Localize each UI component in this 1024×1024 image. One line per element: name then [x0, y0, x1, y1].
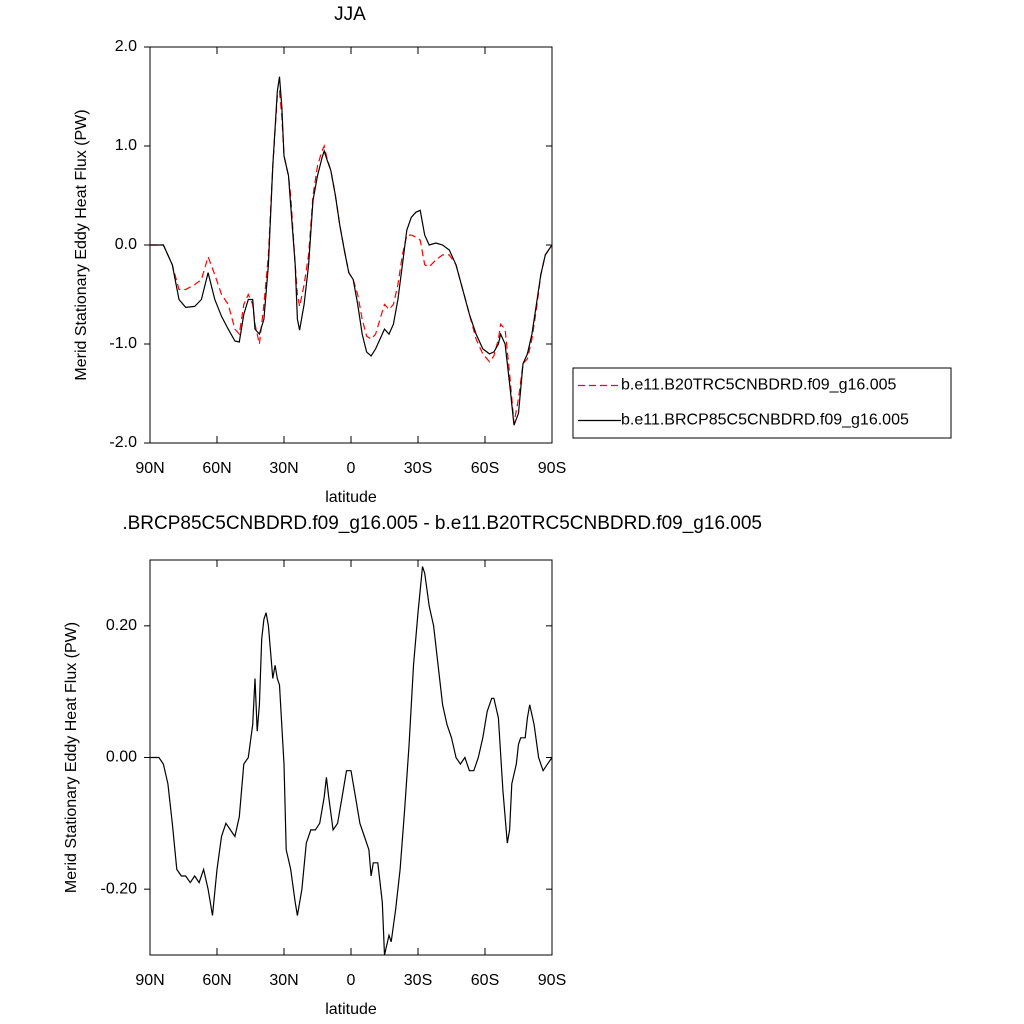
legend-box: [572, 367, 952, 439]
chart-title: .BRCP85C5CNBDRD.f09_g16.005 - b.e11.B20T…: [122, 513, 762, 534]
y-tick-label: 0.00: [106, 749, 137, 766]
x-tick-label: 90S: [538, 460, 566, 477]
x-axis-label: latitude: [325, 1001, 377, 1018]
x-tick-label: 0: [347, 460, 356, 477]
x-axis-label: latitude: [325, 489, 377, 506]
x-tick-label: 0: [347, 972, 356, 989]
y-axis-label: Merid Stationary Eddy Heat Flux (PW): [63, 622, 80, 893]
x-tick-label: 60N: [202, 972, 231, 989]
legend-label: b.e11.BRCP85C5CNBDRD.f09_g16.005: [621, 412, 909, 429]
x-tick-label: 30S: [404, 972, 432, 989]
y-tick-label: 2.0: [115, 38, 137, 55]
y-tick-label: -1.0: [109, 335, 137, 352]
data-line: [150, 566, 553, 956]
data-line: [150, 89, 553, 424]
x-tick-label: 90S: [538, 972, 566, 989]
y-tick-label: 0.20: [106, 617, 137, 634]
x-tick-label: 90N: [135, 972, 164, 989]
plot-frame: [149, 559, 553, 956]
x-tick-label: 30N: [269, 972, 298, 989]
y-tick-label: -2.0: [109, 434, 137, 451]
x-tick-label: 60S: [471, 460, 499, 477]
data-line: [150, 76, 553, 426]
x-tick-label: 30S: [404, 460, 432, 477]
y-tick-label: 0.0: [115, 236, 137, 253]
y-axis-label: Merid Stationary Eddy Heat Flux (PW): [73, 109, 90, 380]
y-tick-label: -0.20: [101, 880, 138, 897]
legend-label: b.e11.B20TRC5CNBDRD.f09_g16.005: [621, 377, 897, 394]
plot-frame: [149, 46, 553, 444]
x-tick-label: 60N: [202, 460, 231, 477]
x-tick-label: 60S: [471, 972, 499, 989]
x-tick-label: 90N: [135, 460, 164, 477]
x-tick-label: 30N: [269, 460, 298, 477]
y-tick-label: 1.0: [115, 137, 137, 154]
chart-title: JJA: [334, 4, 366, 25]
